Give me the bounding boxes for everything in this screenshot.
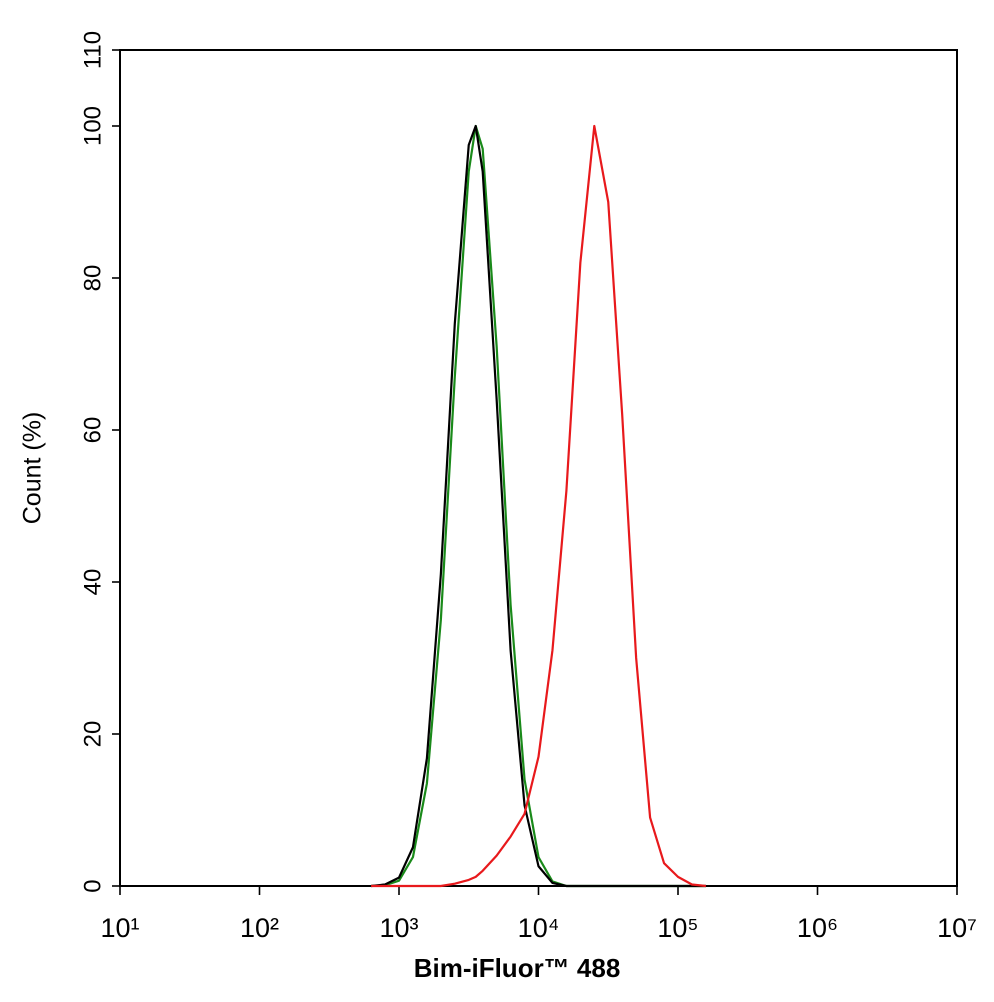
- series-line: [370, 124, 706, 888]
- x-tick-label: 10⁴: [518, 913, 560, 943]
- y-tick-label: 60: [79, 417, 106, 444]
- y-tick-label: 20: [79, 721, 106, 748]
- y-axis-title: Count (%): [19, 412, 47, 525]
- x-tick-label: 10²: [240, 913, 279, 943]
- x-tick-label: 10⁵: [657, 913, 698, 943]
- y-tick-label: 100: [79, 106, 106, 146]
- y-tick-label: 0: [79, 879, 106, 892]
- x-tick-label: 10⁶: [797, 913, 838, 943]
- series-line: [371, 124, 707, 888]
- x-tick-label: 10¹: [100, 913, 139, 943]
- y-tick-label: 110: [79, 31, 106, 69]
- y-tick-label: 80: [79, 265, 106, 292]
- x-tick-label: 10⁷: [937, 913, 977, 943]
- series-line: [371, 124, 706, 888]
- y-tick-label: 40: [79, 569, 106, 596]
- x-tick-label: 10³: [379, 913, 418, 943]
- x-axis-title: Bim-iFluor™ 488: [414, 953, 621, 983]
